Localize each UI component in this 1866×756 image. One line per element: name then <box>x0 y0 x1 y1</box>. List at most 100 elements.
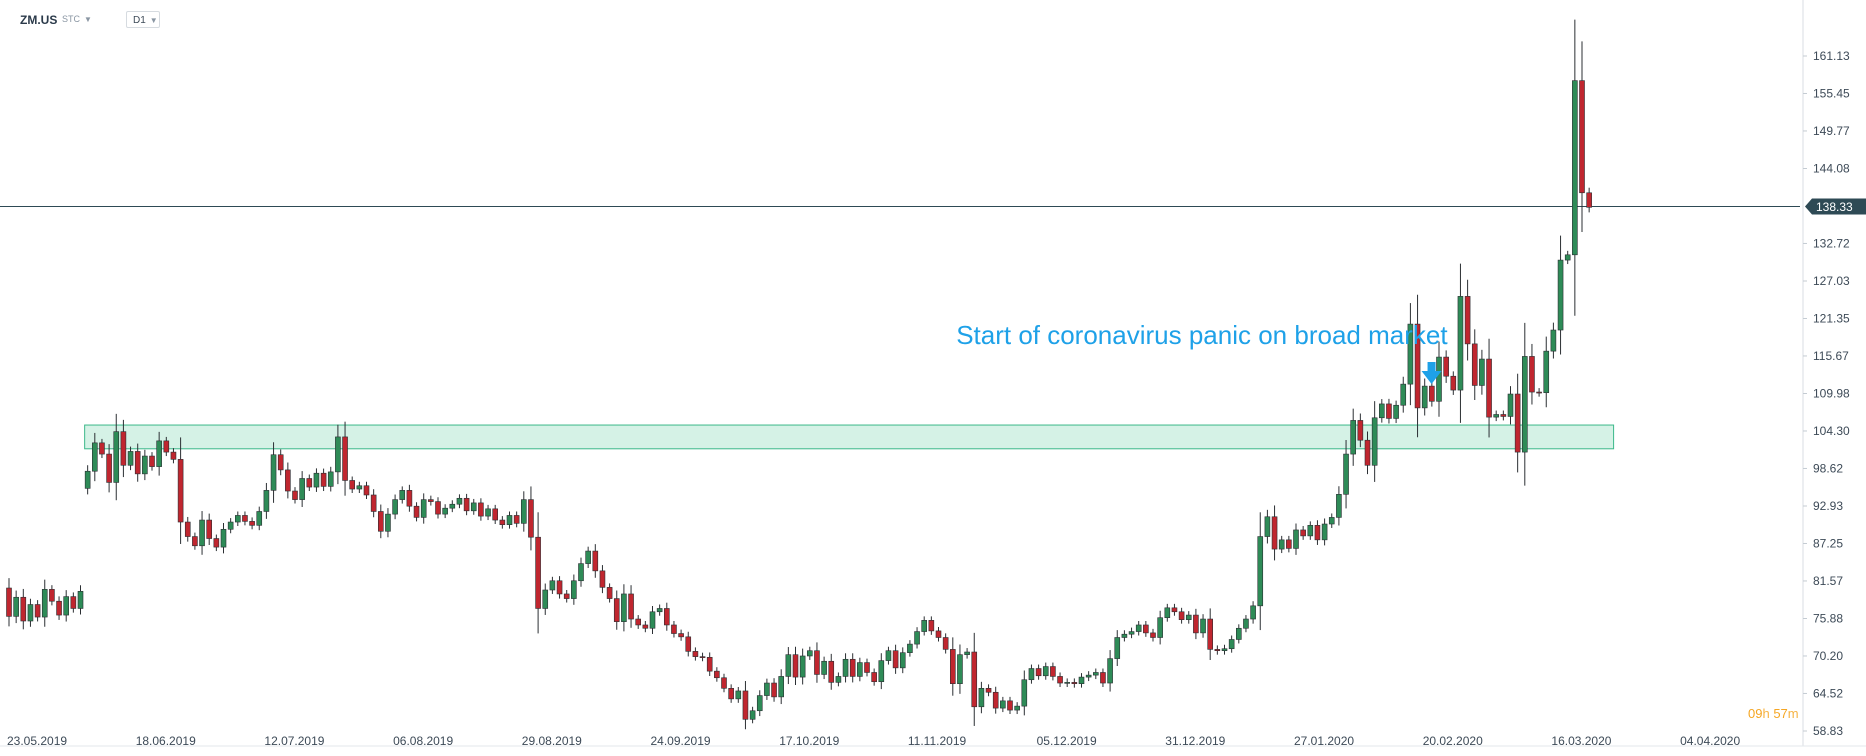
candle-down <box>49 589 55 602</box>
arrow-down-icon <box>1421 362 1442 384</box>
candle-up <box>449 503 456 509</box>
candle-up <box>1457 296 1464 391</box>
candle-down <box>1214 649 1221 651</box>
candle-down <box>942 637 949 650</box>
candle-down <box>1429 385 1435 402</box>
y-tick-label: 98.62 <box>1813 461 1843 475</box>
candle-down <box>413 505 420 518</box>
candle-down <box>992 691 999 709</box>
candle-up <box>84 470 91 489</box>
candle-up <box>1243 618 1249 629</box>
candle-down <box>871 672 877 683</box>
candle-down <box>249 521 255 526</box>
candle-down <box>99 442 105 455</box>
y-tick-label: 121.35 <box>1813 311 1850 325</box>
candle-up <box>1021 679 1028 707</box>
x-tick-label: 06.08.2019 <box>393 734 453 748</box>
candle-up <box>1407 323 1414 385</box>
candle-down <box>320 472 327 487</box>
candle-down <box>377 511 384 532</box>
candle-down <box>1150 632 1156 638</box>
y-tick-label: 58.83 <box>1813 724 1843 738</box>
candle-down <box>849 658 856 677</box>
countdown-minutes-unit: m <box>1787 706 1799 721</box>
candle-up <box>27 604 34 622</box>
candle-up <box>764 682 770 696</box>
candle-down <box>1193 614 1199 634</box>
y-tick-label: 115.67 <box>1813 349 1849 363</box>
candle-up <box>1042 666 1049 677</box>
x-tick-label: 16.03.2020 <box>1551 734 1611 748</box>
y-tick-label: 81.57 <box>1813 574 1843 588</box>
current-price-label: 138.33 <box>1816 200 1853 214</box>
candle-up <box>1014 705 1020 711</box>
countdown-hours-unit: h <box>1762 706 1770 721</box>
candle-up <box>1507 393 1514 417</box>
candle-down <box>56 600 62 616</box>
x-tick-label: 29.08.2019 <box>522 734 582 748</box>
candle-down <box>528 499 534 538</box>
candle-down <box>428 499 434 502</box>
candle-down <box>206 519 212 539</box>
candle-down <box>1514 393 1521 453</box>
annotation-text: Start of coronavirus panic on broad mark… <box>956 320 1448 350</box>
candle-up <box>1436 356 1442 402</box>
candle-up <box>1114 637 1121 659</box>
candle-up <box>1522 356 1528 453</box>
candle-down <box>70 596 77 609</box>
candle-up <box>1078 676 1085 684</box>
candle-up <box>578 563 584 582</box>
candle-up <box>1343 453 1349 495</box>
countdown-hours: 09 <box>1748 706 1763 721</box>
candle-up <box>1557 259 1564 331</box>
candle-down <box>292 490 298 500</box>
support-zone <box>84 424 1615 450</box>
candle-down <box>928 620 935 632</box>
candle-up <box>914 631 920 645</box>
candle-up <box>13 596 19 617</box>
candle-up <box>799 655 806 678</box>
candle-up <box>649 611 656 629</box>
candle-down <box>771 682 777 698</box>
candle-down <box>242 515 248 522</box>
candle-down <box>1414 323 1421 409</box>
timeframe-dropdown[interactable]: D1 ▼ <box>126 11 160 28</box>
candle-down <box>599 570 606 588</box>
candle-up <box>256 511 263 526</box>
candle-down <box>1364 439 1371 466</box>
candle-up <box>1236 627 1242 640</box>
candle-down <box>706 656 713 672</box>
candle-up <box>964 651 970 655</box>
x-tick-label: 17.10.2019 <box>779 734 839 748</box>
y-tick-label: 132.72 <box>1813 236 1850 250</box>
candle-up <box>113 431 120 483</box>
candle-down <box>1207 618 1213 650</box>
candle-up <box>749 710 756 720</box>
candle-up <box>63 596 70 616</box>
candle-down <box>606 587 613 599</box>
candle-up <box>571 580 577 599</box>
candle-down <box>721 677 727 689</box>
candle-up <box>549 580 556 591</box>
candle-down <box>1035 668 1042 677</box>
candle-down <box>370 494 377 512</box>
candle-down <box>699 656 706 658</box>
current-price-badge <box>1805 198 1866 215</box>
candle-up <box>235 515 241 523</box>
candle-up <box>127 451 134 466</box>
candle-up <box>1328 517 1335 525</box>
x-tick-label: 18.06.2019 <box>136 734 196 748</box>
candle-down <box>592 550 599 572</box>
candle-up <box>156 440 162 467</box>
candle-down <box>6 587 12 617</box>
candle-down <box>492 508 499 521</box>
candle-down <box>20 596 27 622</box>
candle-up <box>921 620 928 632</box>
y-tick-label: 104.30 <box>1813 424 1850 438</box>
x-tick-label: 04.04.2020 <box>1680 734 1740 748</box>
instrument-type-dropdown[interactable]: STC ▼ <box>62 14 92 24</box>
candle-down <box>892 650 899 669</box>
candle-down <box>134 451 141 475</box>
candle-up <box>1221 648 1228 651</box>
